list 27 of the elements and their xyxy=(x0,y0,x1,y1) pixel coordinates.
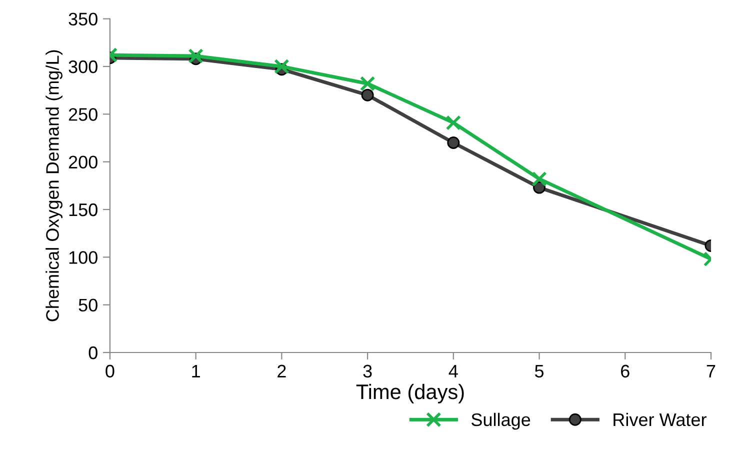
point xyxy=(188,48,204,64)
y-tick-label: 200 xyxy=(68,156,98,169)
x-tick-label: 5 xyxy=(534,364,544,378)
y-tick-label: 350 xyxy=(68,12,98,26)
legend-label: Sullage xyxy=(472,412,530,430)
x-tick-label: 7 xyxy=(706,364,716,378)
y-tick-label: 250 xyxy=(68,108,98,121)
point xyxy=(360,76,376,92)
x-tick-label: 2 xyxy=(278,364,286,378)
y-tick-label: 150 xyxy=(69,203,98,216)
x-tick-label: 6 xyxy=(621,364,630,378)
y-tick-label: 50 xyxy=(78,298,98,312)
legend-label: River Water xyxy=(614,412,706,426)
x-tick-label: 0 xyxy=(106,364,114,378)
point xyxy=(446,115,462,130)
y-tick-label: 100 xyxy=(69,251,98,264)
point xyxy=(447,136,460,149)
x-tick-label: 1 xyxy=(192,364,200,378)
point xyxy=(532,171,547,187)
x-axis-title: Time (days) xyxy=(356,384,464,404)
y-tick-label: 0 xyxy=(88,346,98,360)
point xyxy=(361,88,374,102)
x-tick-label: 4 xyxy=(448,364,458,378)
x-tick-label: 3 xyxy=(363,364,372,378)
point xyxy=(274,58,290,74)
y-tick-label: 300 xyxy=(68,60,98,74)
y-axis-title: Chemical Oxygen Demand (mg/L) xyxy=(46,50,62,322)
